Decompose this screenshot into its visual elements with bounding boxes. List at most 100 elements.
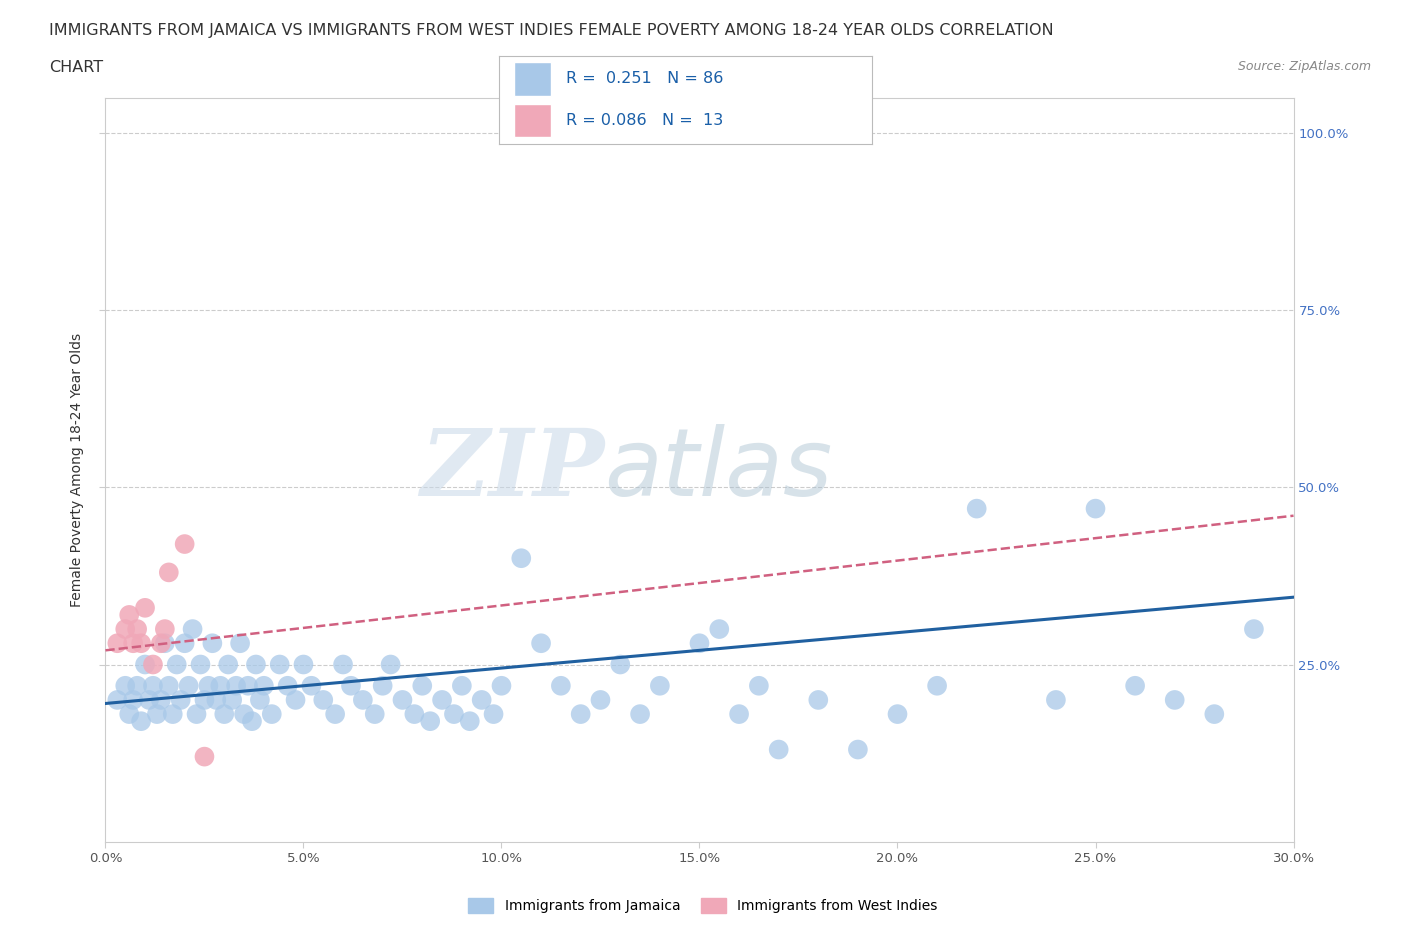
Point [170, 693, 193, 708]
Point [648, 678, 671, 693]
Point [269, 658, 291, 672]
Point [149, 693, 172, 708]
Point [114, 621, 136, 636]
Point [312, 693, 335, 708]
Point [846, 742, 869, 757]
Point [364, 707, 387, 722]
Point [233, 707, 256, 722]
Point [768, 742, 790, 757]
Point [129, 713, 152, 728]
Point [966, 501, 988, 516]
Point [430, 693, 453, 708]
Point [482, 707, 505, 722]
Text: R =  0.251   N = 86: R = 0.251 N = 86 [567, 72, 724, 86]
Point [162, 707, 184, 722]
Point [249, 693, 271, 708]
Point [419, 713, 441, 728]
Point [380, 658, 402, 672]
Point [201, 636, 224, 651]
Point [205, 693, 228, 708]
Point [1243, 621, 1265, 636]
Point [129, 636, 152, 651]
Point [1204, 707, 1226, 722]
Point [142, 658, 165, 672]
Point [709, 621, 731, 636]
Point [134, 601, 156, 616]
Point [352, 693, 374, 708]
Point [609, 658, 631, 672]
Point [105, 636, 128, 651]
Point [1164, 693, 1187, 708]
Text: ZIP: ZIP [420, 425, 605, 514]
Point [221, 693, 243, 708]
Point [153, 621, 176, 636]
Point [1084, 501, 1107, 516]
Point [197, 678, 219, 693]
Point [628, 707, 651, 722]
Point [1045, 693, 1067, 708]
Point [149, 636, 172, 651]
Point [236, 678, 259, 693]
Point [391, 693, 413, 708]
Point [471, 693, 494, 708]
Point [569, 707, 592, 722]
Point [118, 707, 141, 722]
Point [332, 658, 354, 672]
Point [229, 636, 252, 651]
Point [146, 707, 169, 722]
Point [245, 658, 267, 672]
Point [118, 607, 141, 622]
Point [190, 658, 212, 672]
Text: IMMIGRANTS FROM JAMAICA VS IMMIGRANTS FROM WEST INDIES FEMALE POVERTY AMONG 18-2: IMMIGRANTS FROM JAMAICA VS IMMIGRANTS FR… [49, 23, 1054, 38]
Point [240, 713, 263, 728]
Point [411, 678, 433, 693]
Point [105, 693, 128, 708]
Text: atlas: atlas [605, 424, 832, 515]
Point [127, 678, 149, 693]
Point [550, 678, 572, 693]
Point [340, 678, 363, 693]
Point [530, 636, 553, 651]
Point [173, 537, 195, 551]
FancyBboxPatch shape [515, 103, 551, 137]
Point [114, 678, 136, 693]
Point [510, 551, 533, 565]
Point [443, 707, 465, 722]
Point [371, 678, 394, 693]
Text: Source: ZipAtlas.com: Source: ZipAtlas.com [1237, 60, 1371, 73]
Point [807, 693, 830, 708]
Text: R = 0.086   N =  13: R = 0.086 N = 13 [567, 113, 724, 127]
Point [122, 636, 145, 651]
FancyBboxPatch shape [515, 62, 551, 96]
Point [689, 636, 711, 651]
Text: CHART: CHART [49, 60, 103, 75]
Point [209, 678, 232, 693]
Legend: Immigrants from Jamaica, Immigrants from West Indies: Immigrants from Jamaica, Immigrants from… [463, 892, 943, 919]
Point [153, 636, 176, 651]
Point [138, 693, 160, 708]
Point [134, 658, 156, 672]
Point [748, 678, 770, 693]
Point [491, 678, 513, 693]
Point [284, 693, 307, 708]
Point [323, 707, 346, 722]
Point [173, 636, 195, 651]
Point [186, 707, 208, 722]
Point [292, 658, 315, 672]
Point [925, 678, 948, 693]
Point [193, 693, 215, 708]
Point [225, 678, 247, 693]
Point [214, 707, 236, 722]
Point [1123, 678, 1146, 693]
Point [177, 678, 200, 693]
Point [450, 678, 472, 693]
Point [157, 565, 180, 579]
Point [458, 713, 481, 728]
Point [277, 678, 299, 693]
Point [260, 707, 283, 722]
Point [127, 621, 149, 636]
Point [217, 658, 239, 672]
Point [253, 678, 276, 693]
Point [142, 678, 165, 693]
Point [193, 750, 215, 764]
